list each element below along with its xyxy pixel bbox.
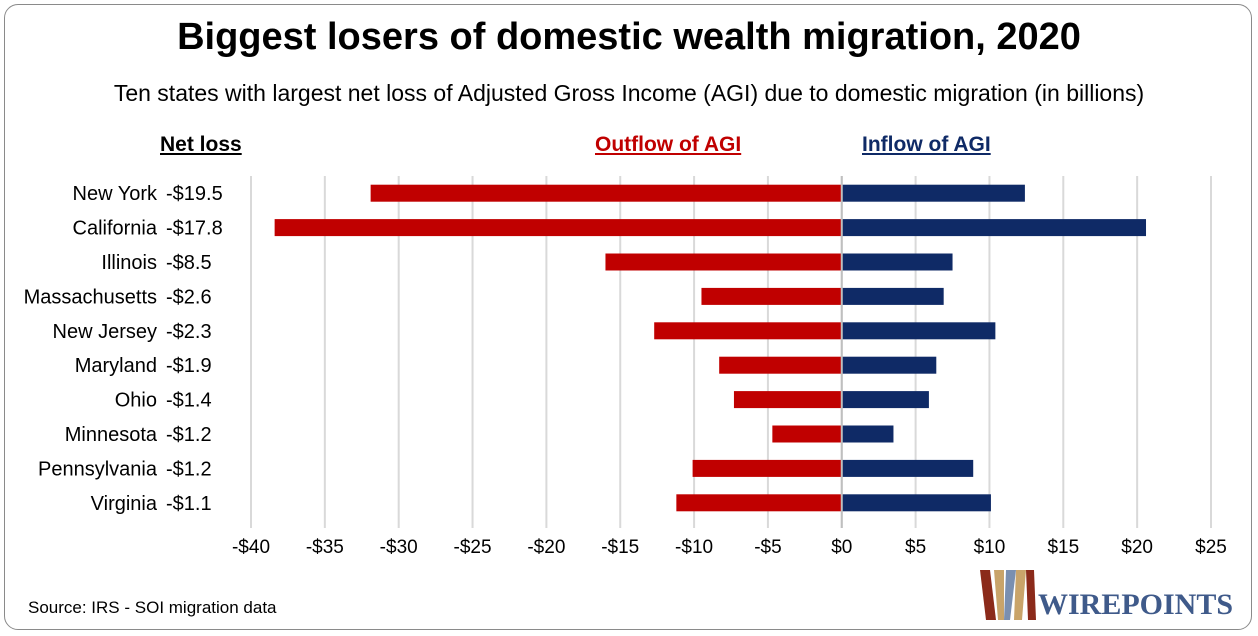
net-loss-value: -$1.1: [166, 493, 212, 515]
x-tick-label: -$10: [675, 537, 713, 558]
x-tick-label: $15: [1047, 537, 1079, 558]
net-loss-value: -$1.9: [166, 355, 212, 377]
outflow-bar: [772, 425, 842, 443]
inflow-bar: [841, 425, 894, 443]
outflow-bar: [370, 184, 842, 202]
wirepoints-logo: WIREPOINTS: [980, 570, 1233, 621]
outflow-header: Outflow of AGI: [595, 133, 742, 156]
net-loss-value: -$2.6: [166, 286, 212, 308]
state-label: Minnesota: [65, 424, 158, 446]
inflow-bar: [841, 253, 953, 271]
x-tick-label: $20: [1121, 537, 1153, 558]
net-loss-header: Net loss: [160, 133, 242, 156]
inflow-bar: [841, 322, 996, 340]
x-tick-label: $0: [831, 537, 852, 558]
outflow-bar: [719, 356, 842, 374]
state-label: California: [73, 218, 158, 240]
x-tick-label: -$15: [601, 537, 639, 558]
inflow-bar: [841, 494, 991, 512]
inflow-bar: [841, 356, 937, 374]
x-tick-label: $10: [974, 537, 1006, 558]
inflow-header: Inflow of AGI: [862, 133, 991, 156]
x-tick-label: $5: [905, 537, 926, 558]
outflow-bar: [692, 459, 842, 477]
state-label: Maryland: [75, 355, 157, 377]
net-loss-value: -$2.3: [166, 321, 212, 343]
outflow-bar: [676, 494, 842, 512]
outflow-bar: [274, 219, 842, 237]
net-loss-value: -$1.2: [166, 424, 212, 446]
inflow-bar: [841, 184, 1025, 202]
source-note: Source: IRS - SOI migration data: [28, 598, 277, 617]
x-tick-label: -$5: [754, 537, 781, 558]
state-label: New York: [73, 183, 158, 205]
net-loss-value: -$19.5: [166, 183, 223, 205]
x-tick-label: $25: [1195, 537, 1227, 558]
state-label: Pennsylvania: [38, 458, 158, 480]
state-label: Ohio: [115, 390, 157, 412]
inflow-bar: [841, 391, 929, 409]
state-label: Illinois: [101, 252, 157, 274]
x-tick-label: -$40: [232, 537, 270, 558]
x-tick-label: -$35: [306, 537, 344, 558]
state-label: New Jersey: [53, 321, 157, 343]
outflow-bar: [605, 253, 842, 271]
net-loss-value: -$1.2: [166, 458, 212, 480]
inflow-bar: [841, 287, 944, 305]
state-label: Massachusetts: [24, 286, 157, 308]
outflow-bar: [701, 287, 842, 305]
outflow-bar: [654, 322, 842, 340]
logo-wordmark: WIREPOINTS: [1038, 588, 1233, 621]
x-tick-label: -$25: [454, 537, 492, 558]
net-loss-value: -$8.5: [166, 252, 212, 274]
chart-title: Biggest losers of domestic wealth migrat…: [177, 16, 1081, 58]
inflow-bar: [841, 459, 974, 477]
chart-subtitle: Ten states with largest net loss of Adju…: [113, 80, 1145, 106]
net-loss-value: -$1.4: [166, 390, 212, 412]
chart-frame: [4, 4, 1252, 630]
x-tick-label: -$20: [527, 537, 565, 558]
outflow-bar: [733, 391, 842, 409]
inflow-bar: [841, 219, 1147, 237]
state-label: Virginia: [91, 493, 158, 515]
net-loss-value: -$17.8: [166, 218, 223, 240]
x-tick-label: -$30: [380, 537, 418, 558]
